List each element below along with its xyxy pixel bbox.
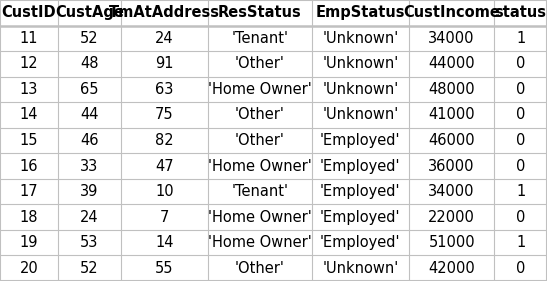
Text: 16: 16 <box>20 158 38 174</box>
Text: 0: 0 <box>516 133 525 148</box>
Text: 48: 48 <box>80 56 98 71</box>
Text: 47: 47 <box>155 158 174 174</box>
Text: 52: 52 <box>80 31 98 46</box>
Text: 91: 91 <box>155 56 173 71</box>
Text: 24: 24 <box>155 31 174 46</box>
Text: 'Unknown': 'Unknown' <box>322 82 398 97</box>
Text: ResStatus: ResStatus <box>218 5 301 20</box>
Text: 41000: 41000 <box>428 107 475 123</box>
Text: 63: 63 <box>155 82 173 97</box>
Text: CustIncome: CustIncome <box>403 5 500 20</box>
Text: 48000: 48000 <box>428 82 475 97</box>
Text: 'Unknown': 'Unknown' <box>322 107 398 123</box>
Text: 'Employed': 'Employed' <box>320 210 400 225</box>
Text: 33: 33 <box>80 158 98 174</box>
Text: 20: 20 <box>20 261 38 276</box>
Text: 'Employed': 'Employed' <box>320 158 400 174</box>
Text: 7: 7 <box>160 210 169 225</box>
Text: 'Employed': 'Employed' <box>320 235 400 250</box>
Text: 46000: 46000 <box>428 133 475 148</box>
Text: 'Other': 'Other' <box>235 56 284 71</box>
Text: 'Other': 'Other' <box>235 107 284 123</box>
Text: 0: 0 <box>516 82 525 97</box>
Text: 0: 0 <box>516 158 525 174</box>
Text: 14: 14 <box>155 235 173 250</box>
Text: 'Home Owner': 'Home Owner' <box>208 82 312 97</box>
Text: 'Unknown': 'Unknown' <box>322 261 398 276</box>
Text: 51000: 51000 <box>428 235 475 250</box>
Text: TmAtAddress: TmAtAddress <box>109 5 220 20</box>
Text: 10: 10 <box>155 184 174 199</box>
Text: 0: 0 <box>516 261 525 276</box>
Text: 'Employed': 'Employed' <box>320 133 400 148</box>
Text: 'Home Owner': 'Home Owner' <box>208 235 312 250</box>
Text: 'Tenant': 'Tenant' <box>231 184 288 199</box>
Text: 44: 44 <box>80 107 98 123</box>
Text: 75: 75 <box>155 107 174 123</box>
Text: 15: 15 <box>20 133 38 148</box>
Text: 0: 0 <box>516 56 525 71</box>
Text: 55: 55 <box>155 261 173 276</box>
Text: status: status <box>494 5 546 20</box>
Text: 34000: 34000 <box>428 184 475 199</box>
Text: 'Home Owner': 'Home Owner' <box>208 210 312 225</box>
Text: 65: 65 <box>80 82 98 97</box>
Text: 53: 53 <box>80 235 98 250</box>
Text: 44000: 44000 <box>428 56 475 71</box>
Text: 52: 52 <box>80 261 98 276</box>
Text: 1: 1 <box>516 184 525 199</box>
Text: 24: 24 <box>80 210 98 225</box>
Text: 0: 0 <box>516 107 525 123</box>
Text: 36000: 36000 <box>428 158 475 174</box>
Text: 'Home Owner': 'Home Owner' <box>208 158 312 174</box>
Text: 22000: 22000 <box>428 210 475 225</box>
Text: 18: 18 <box>20 210 38 225</box>
Text: CustAge: CustAge <box>55 5 124 20</box>
Text: 42000: 42000 <box>428 261 475 276</box>
Text: 46: 46 <box>80 133 98 148</box>
Text: 19: 19 <box>20 235 38 250</box>
Text: 1: 1 <box>516 31 525 46</box>
Text: 'Unknown': 'Unknown' <box>322 56 398 71</box>
Text: 39: 39 <box>80 184 98 199</box>
Text: 0: 0 <box>516 210 525 225</box>
Text: 12: 12 <box>20 56 38 71</box>
Text: EmpStatus: EmpStatus <box>316 5 405 20</box>
Text: 'Tenant': 'Tenant' <box>231 31 288 46</box>
Text: 'Unknown': 'Unknown' <box>322 31 398 46</box>
Text: 13: 13 <box>20 82 38 97</box>
Text: CustID: CustID <box>2 5 56 20</box>
Text: 'Employed': 'Employed' <box>320 184 400 199</box>
Text: 82: 82 <box>155 133 174 148</box>
Text: 'Other': 'Other' <box>235 133 284 148</box>
Text: 1: 1 <box>516 235 525 250</box>
Text: 17: 17 <box>20 184 38 199</box>
Text: 'Other': 'Other' <box>235 261 284 276</box>
Text: 14: 14 <box>20 107 38 123</box>
Text: 11: 11 <box>20 31 38 46</box>
Text: 34000: 34000 <box>428 31 475 46</box>
